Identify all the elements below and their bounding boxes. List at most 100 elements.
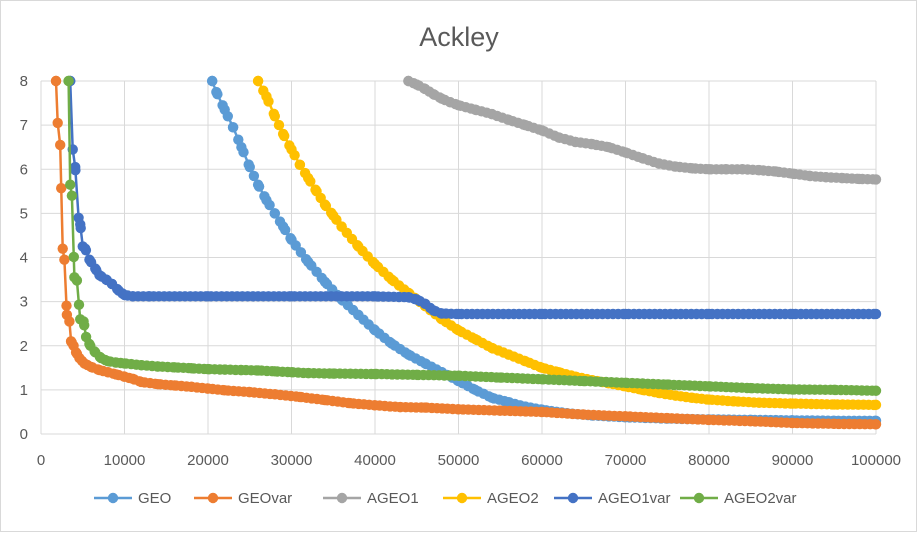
data-point [71, 348, 83, 359]
data-point [207, 75, 218, 87]
data-point [50, 75, 62, 87]
legend-label: GEOvar [238, 490, 292, 507]
data-point [52, 117, 63, 129]
legend-item: AGEO1var [554, 490, 671, 507]
legend-marker [693, 492, 705, 504]
data-point [55, 139, 66, 151]
data-point [66, 190, 78, 201]
series-ageo2var [63, 75, 882, 396]
data-point [285, 233, 296, 244]
series-layer [50, 75, 882, 430]
data-point [284, 140, 295, 151]
data-point [305, 176, 316, 187]
x-tick-label: 50000 [438, 452, 480, 469]
data-point [75, 222, 86, 234]
data-point [68, 251, 80, 263]
y-tick-label: 4 [20, 250, 28, 267]
series-ageo1 [403, 75, 882, 185]
data-point [315, 192, 326, 204]
data-point [294, 159, 306, 170]
data-point [85, 257, 97, 268]
x-tick-label: 80000 [688, 452, 730, 469]
y-tick-label: 1 [20, 382, 28, 399]
data-point [273, 119, 285, 131]
y-tick-label: 8 [20, 73, 28, 90]
data-point [868, 308, 880, 320]
data-point [80, 245, 92, 256]
data-point [248, 170, 260, 182]
y-tick-label: 7 [20, 117, 28, 134]
data-point [252, 75, 264, 87]
series-geovar [50, 75, 882, 430]
legend-item: AGEO2var [680, 490, 797, 507]
data-point [238, 147, 249, 158]
data-point [222, 111, 233, 122]
x-tick-label: 0 [37, 452, 45, 469]
legend-marker [567, 492, 579, 504]
legend-marker [456, 492, 468, 504]
x-tick-label: 40000 [354, 452, 396, 469]
data-point [263, 96, 274, 107]
y-tick-label: 0 [20, 426, 28, 443]
data-point [269, 208, 280, 219]
legend-marker [107, 492, 119, 504]
data-point [289, 150, 300, 161]
legend-label: AGEO2var [724, 490, 797, 507]
data-point [279, 130, 290, 142]
legend-item: AGEO1 [323, 490, 419, 507]
data-point [259, 191, 270, 202]
data-point [73, 299, 85, 310]
data-point [217, 100, 228, 111]
series-line [68, 80, 876, 316]
data-point [280, 224, 291, 236]
data-point [56, 183, 67, 194]
data-point [84, 338, 95, 350]
data-point [268, 108, 279, 120]
x-tick-label: 100000 [851, 452, 901, 469]
data-point [61, 300, 72, 311]
data-point [243, 159, 254, 170]
series-ageo1var [65, 75, 882, 320]
data-point [59, 254, 70, 265]
x-tick-label: 10000 [104, 452, 146, 469]
x-tick-label: 60000 [521, 452, 563, 469]
legend-label: AGEO1 [367, 490, 419, 507]
series-line [67, 80, 877, 393]
x-tick-label: 20000 [187, 452, 229, 469]
data-point [227, 122, 239, 133]
legend-marker [207, 492, 219, 504]
legend-item: GEOvar [194, 490, 292, 507]
y-tick-label: 5 [20, 205, 28, 222]
legend-label: AGEO2 [487, 490, 539, 507]
y-tick-label: 6 [20, 161, 28, 178]
data-point [57, 243, 68, 254]
legend-label: GEO [138, 490, 171, 507]
legend-item: GEO [94, 490, 171, 507]
data-point [867, 174, 879, 185]
x-tick-label: 30000 [271, 452, 313, 469]
data-point [63, 75, 74, 87]
x-tick-label: 70000 [605, 452, 647, 469]
legend-item: AGEO2 [443, 490, 539, 507]
data-point [258, 85, 269, 96]
data-point [233, 134, 244, 145]
data-point [264, 199, 275, 211]
data-point [867, 385, 878, 396]
axis-tick-labels: 0 1 2 3 4 5 6 7 8 0 10000 20000 30000 40000 50000 60000… [20, 73, 901, 469]
series-ageo2 [252, 75, 882, 411]
legend-label: AGEO1var [598, 490, 671, 507]
legend: GEO GEOvar AGEO1 AGEO2 AGEO1var AGEO2var [94, 490, 797, 507]
data-point [65, 179, 76, 190]
data-point [66, 337, 77, 348]
data-point [71, 275, 83, 286]
data-point [868, 399, 880, 411]
legend-marker [336, 492, 348, 504]
data-point [253, 181, 265, 192]
x-tick-label: 90000 [772, 452, 814, 469]
data-point [299, 167, 311, 179]
data-point [310, 184, 321, 195]
y-tick-label: 3 [20, 294, 28, 311]
data-point [79, 320, 90, 331]
